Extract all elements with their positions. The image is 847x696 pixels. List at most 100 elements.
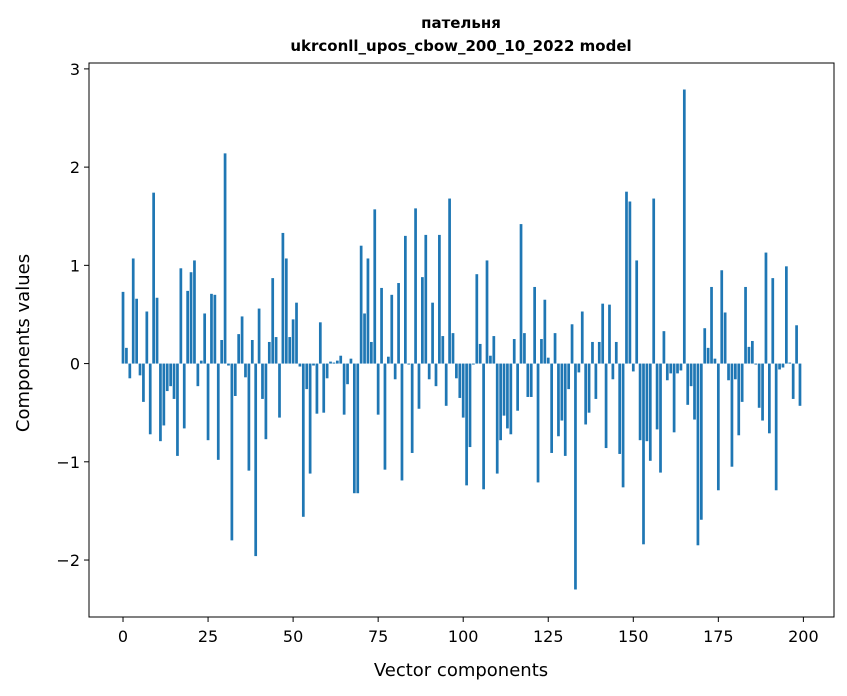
bar bbox=[672, 363, 676, 433]
bar bbox=[421, 277, 424, 364]
bar bbox=[788, 362, 792, 364]
bar bbox=[791, 363, 795, 399]
bar bbox=[747, 346, 751, 364]
bar bbox=[373, 209, 377, 364]
bar bbox=[608, 304, 611, 364]
bar bbox=[165, 363, 169, 392]
bar bbox=[757, 363, 761, 408]
bar bbox=[325, 363, 329, 379]
bar bbox=[366, 258, 370, 364]
bar bbox=[489, 355, 492, 364]
bar bbox=[533, 286, 536, 364]
bar bbox=[220, 340, 224, 364]
x-axis-ticks: 0 25 50 75 100 125 150 175 200 bbox=[118, 617, 819, 646]
bar bbox=[771, 278, 775, 364]
bar bbox=[301, 363, 305, 517]
bar bbox=[407, 363, 411, 365]
bar bbox=[699, 363, 703, 520]
bar bbox=[696, 363, 700, 546]
bar bbox=[591, 341, 594, 364]
bar bbox=[563, 363, 567, 456]
bar bbox=[645, 363, 649, 442]
bar bbox=[553, 333, 557, 364]
bar bbox=[288, 337, 292, 364]
bar bbox=[414, 208, 417, 364]
y-tick-label: 2 bbox=[70, 158, 80, 177]
bar bbox=[305, 363, 309, 390]
bar bbox=[601, 303, 605, 364]
bar bbox=[342, 363, 346, 415]
bar bbox=[594, 363, 598, 399]
bar bbox=[216, 363, 220, 460]
bar bbox=[798, 363, 802, 406]
bar bbox=[400, 363, 404, 481]
y-tick-label: 0 bbox=[70, 355, 80, 374]
bar bbox=[727, 363, 730, 381]
bar bbox=[261, 363, 264, 399]
bar bbox=[281, 232, 285, 364]
bar bbox=[662, 331, 666, 364]
x-tick-label: 100 bbox=[448, 627, 479, 646]
bar bbox=[516, 363, 519, 411]
bar bbox=[441, 336, 445, 364]
bar bbox=[278, 363, 281, 418]
bar bbox=[448, 198, 451, 364]
bar bbox=[574, 363, 577, 590]
bar bbox=[482, 363, 485, 490]
bar bbox=[329, 361, 332, 364]
bar bbox=[142, 363, 145, 402]
bar bbox=[618, 363, 622, 454]
bar bbox=[444, 363, 448, 406]
x-tick-label: 125 bbox=[533, 627, 564, 646]
bar bbox=[506, 363, 509, 429]
bar bbox=[284, 258, 288, 364]
y-tick-label: 3 bbox=[70, 60, 80, 79]
bars-group bbox=[121, 89, 802, 590]
bar bbox=[247, 363, 251, 471]
x-tick-label: 0 bbox=[118, 627, 128, 646]
bar bbox=[604, 363, 608, 449]
bar bbox=[751, 340, 754, 364]
bar bbox=[768, 363, 771, 434]
bar bbox=[682, 89, 686, 364]
bar bbox=[478, 343, 482, 364]
bar bbox=[244, 363, 247, 378]
bar bbox=[567, 363, 571, 390]
bar bbox=[485, 260, 489, 364]
bar bbox=[519, 224, 523, 364]
bar bbox=[176, 363, 179, 456]
bar bbox=[543, 299, 547, 364]
y-tick-label: −2 bbox=[56, 551, 80, 570]
bar bbox=[427, 363, 431, 380]
bar bbox=[162, 363, 166, 426]
bar bbox=[710, 286, 713, 364]
bar bbox=[383, 363, 387, 470]
bar bbox=[560, 363, 564, 421]
bar bbox=[387, 356, 390, 364]
bar bbox=[509, 363, 513, 435]
bar bbox=[404, 235, 407, 364]
plot-frame bbox=[88, 62, 835, 618]
bar bbox=[254, 363, 258, 557]
bar bbox=[540, 339, 543, 364]
bar bbox=[203, 313, 207, 364]
bar bbox=[652, 198, 656, 364]
bar bbox=[465, 363, 468, 486]
bar bbox=[468, 363, 472, 448]
bar bbox=[189, 272, 193, 364]
bar bbox=[359, 245, 363, 364]
bar bbox=[315, 363, 319, 414]
bar bbox=[720, 270, 724, 364]
bar bbox=[614, 341, 618, 364]
x-tick-label: 150 bbox=[618, 627, 649, 646]
bar bbox=[625, 191, 628, 364]
bar bbox=[703, 328, 707, 364]
bar bbox=[135, 298, 138, 364]
bar bbox=[754, 363, 758, 365]
bar bbox=[451, 333, 455, 364]
bar bbox=[346, 363, 349, 385]
bar bbox=[199, 360, 203, 364]
bar bbox=[424, 234, 428, 364]
x-axis-label: Vector components bbox=[374, 660, 548, 681]
